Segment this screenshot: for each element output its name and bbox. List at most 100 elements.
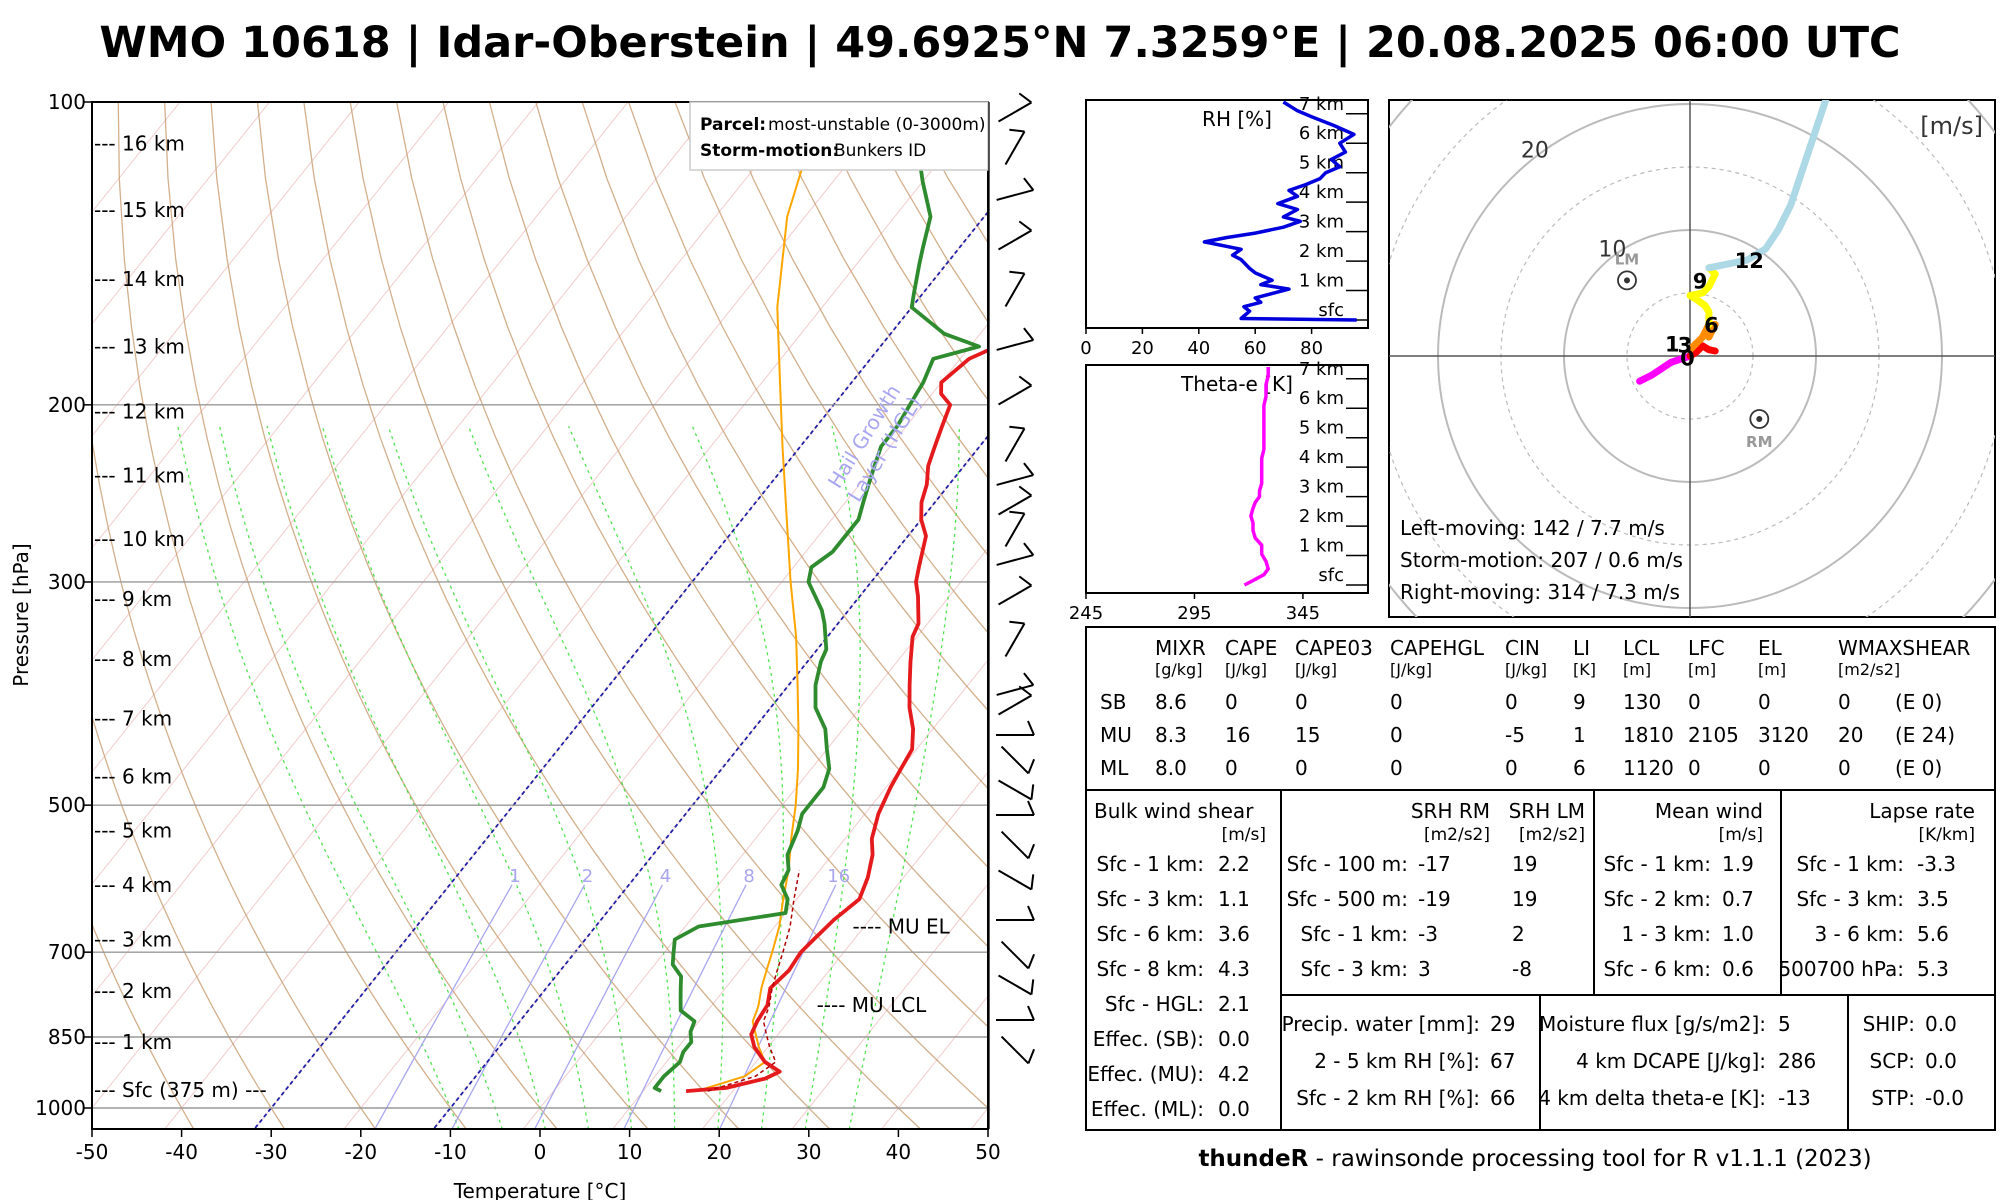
barb-flag (1027, 720, 1035, 736)
height-label: --- 8 km (94, 647, 172, 671)
footer: thundeR - rawinsonde processing tool for… (1085, 1146, 1985, 1172)
barb-flag (1009, 270, 1025, 275)
x-tick-label: 30 (796, 1140, 821, 1164)
barb-shaft (998, 494, 1032, 516)
barb-shaft (998, 694, 1032, 716)
wind-barb (998, 575, 1033, 606)
bulk-shear-label: Effec. (MU): (1087, 1062, 1204, 1086)
dry-adiabat-line (92, 437, 377, 1129)
x-tick-label: -20 (344, 1140, 377, 1164)
y-tick-label: 500 (48, 793, 86, 817)
panel-y-tick-label: 7 km (1299, 359, 1344, 380)
mixing-ratio-label: 4 (660, 866, 671, 887)
mean-wind-label: Sfc - 6 km: (1603, 957, 1711, 981)
srh-label: Sfc - 1 km: (1300, 922, 1408, 946)
x-tick-label: 0 (534, 1140, 547, 1164)
parcel-header-unit: [m] (1758, 660, 1786, 679)
mean-wind-value: 1.9 (1722, 852, 1754, 876)
barb-flag (1023, 672, 1035, 686)
parcel-header: WMAXSHEAR (1838, 636, 1970, 660)
x-tick-label: -40 (165, 1140, 198, 1164)
y-tick-label: 1000 (35, 1096, 86, 1120)
parcel-cell: 0 (1838, 690, 1851, 714)
wind-barb (996, 327, 1035, 351)
bulk-shear-title: Bulk wind shear (1094, 799, 1254, 823)
bulk-shear-unit: [m/s] (1222, 825, 1266, 845)
barb-shaft (1004, 623, 1026, 657)
wind-barb (1004, 270, 1026, 307)
x-tick-label: 20 (706, 1140, 731, 1164)
height-label: --- 4 km (94, 873, 172, 897)
moisture-label: 2 - 5 km RH [%]: (1314, 1049, 1480, 1073)
panel-y-tick-label: 2 km (1299, 506, 1344, 527)
parcel-row-label: MU (1100, 723, 1132, 747)
wind-barb (998, 779, 1035, 801)
dry-adiabat-line (349, 102, 922, 1129)
parcel-cell: 0 (1225, 690, 1238, 714)
panel-y-tick-label: 4 km (1299, 182, 1344, 203)
parcel-cell: (E 0) (1895, 690, 1942, 714)
height-label: --- 7 km (94, 706, 172, 730)
srh-rm-header: SRH RM (1411, 799, 1490, 823)
wind-barb (996, 720, 1035, 736)
panel-x-tick-label: 0 (1080, 338, 1091, 359)
isotherm-line (92, 102, 540, 661)
wind-barb (1000, 745, 1036, 775)
wind-barb (996, 1005, 1035, 1021)
barb-shaft (998, 974, 1032, 996)
isotherm-line (701, 771, 988, 1129)
dewpoint-line (652, 102, 981, 1093)
wind-barb (1004, 620, 1026, 657)
barb-flag (1018, 375, 1033, 387)
hodograph-height-label: 1 (1665, 332, 1680, 356)
dry-adiabat-line (488, 102, 988, 948)
panel-frame (1085, 99, 1369, 329)
composite-label: SHIP: (1863, 1012, 1915, 1036)
moist-adiabat-line (848, 426, 960, 1129)
barb-flag (1023, 177, 1035, 191)
wind-barb (998, 485, 1033, 516)
barb-flag (1027, 1048, 1036, 1064)
height-label: --- 13 km (94, 334, 185, 358)
hodograph-segment (1705, 100, 1830, 272)
isotherm-line (92, 102, 808, 997)
parcel-cell: 130 (1623, 690, 1661, 714)
height-label: --- 6 km (94, 764, 172, 788)
mean-wind-label: Sfc - 1 km: (1603, 852, 1711, 876)
parcel-header-unit: [J/kg] (1505, 660, 1547, 679)
y-tick-label: 700 (48, 940, 86, 964)
barb-shaft (996, 189, 1034, 201)
parcel-cell: -5 (1505, 723, 1525, 747)
dry-adiabat-line (627, 102, 988, 712)
panel-y-tick-label: 5 km (1299, 418, 1344, 439)
barb-shaft (1004, 513, 1026, 547)
lm-marker-label: LM (1615, 250, 1640, 268)
parcel-header-unit: [m] (1623, 660, 1651, 679)
y-tick-label: 100 (48, 90, 86, 114)
panel-x-tick-label: 20 (1131, 338, 1154, 359)
barb-flag (1023, 542, 1035, 556)
srh-label: Sfc - 500 m: (1287, 887, 1408, 911)
parcel-cell: 0 (1390, 690, 1403, 714)
parcel-cell: 8.6 (1155, 690, 1187, 714)
moisture-value: 66 (1490, 1086, 1515, 1110)
barb-flag (1030, 784, 1035, 800)
barb-shaft (1000, 830, 1030, 860)
panel-y-tick-label: 1 km (1299, 536, 1344, 557)
barb-flag (1030, 979, 1035, 995)
level-annotation: ---- MU LCL (817, 993, 928, 1017)
barb-shaft (998, 229, 1032, 251)
panel-y-tick-label: sfc (1318, 565, 1344, 586)
height-label: --- 9 km (94, 587, 172, 611)
barb-flag (1018, 575, 1033, 587)
lapse-rate-label: Sfc - 1 km: (1796, 852, 1904, 876)
isotherm-line (343, 323, 988, 1129)
parcel-header-unit: [J/kg] (1390, 660, 1432, 679)
dry-adiabat-line (256, 102, 740, 1129)
y-tick-label: 850 (48, 1025, 86, 1049)
panel-y-tick-label: 2 km (1299, 241, 1344, 262)
panel-x-tick-label: 40 (1187, 338, 1210, 359)
footer-brand: thundeR (1198, 1146, 1309, 1172)
bulk-shear-label: Effec. (SB): (1093, 1027, 1204, 1051)
